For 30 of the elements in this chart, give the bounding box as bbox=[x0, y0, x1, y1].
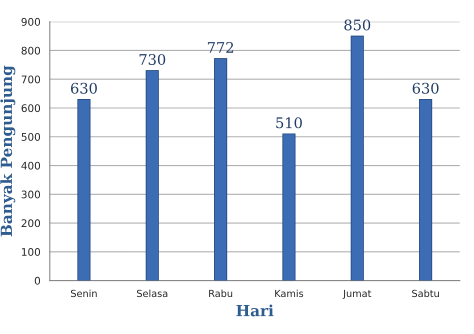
y-tick-label: 600 bbox=[22, 104, 40, 112]
y-tick-label: 400 bbox=[21, 162, 40, 170]
x-tick-label: Rabu bbox=[209, 290, 232, 298]
x-tick-label: Senin bbox=[70, 290, 97, 298]
bar bbox=[282, 133, 296, 281]
data-label: 772 bbox=[208, 42, 234, 53]
y-tick-label: 700 bbox=[22, 75, 40, 84]
data-label: 630 bbox=[70, 82, 97, 94]
data-label: 510 bbox=[276, 117, 302, 128]
data-label: 630 bbox=[412, 82, 439, 94]
bar bbox=[419, 98, 432, 281]
data-label: 850 bbox=[344, 19, 370, 30]
bar bbox=[350, 36, 364, 281]
x-axis-title: Hari bbox=[236, 304, 274, 316]
y-tick-label: 900 bbox=[22, 18, 40, 26]
y-tick-label: 200 bbox=[22, 219, 40, 228]
x-tick-label: Sabtu bbox=[412, 290, 439, 298]
data-label: 730 bbox=[140, 54, 166, 65]
y-tick-label: 100 bbox=[22, 248, 40, 256]
y-axis-title: Banyak Pengunjung bbox=[0, 66, 16, 236]
x-tick-label: Selasa bbox=[136, 290, 168, 298]
y-tick-label: 300 bbox=[22, 190, 40, 198]
bar bbox=[146, 70, 159, 281]
bar bbox=[214, 58, 228, 281]
x-tick-label: Kamis bbox=[275, 290, 304, 298]
bar bbox=[77, 98, 91, 281]
x-tick-label: Jumat bbox=[342, 290, 372, 299]
y-tick-label: 0 bbox=[34, 276, 40, 285]
y-tick-label: 800 bbox=[22, 46, 40, 55]
y-tick-label: 500 bbox=[22, 132, 40, 141]
